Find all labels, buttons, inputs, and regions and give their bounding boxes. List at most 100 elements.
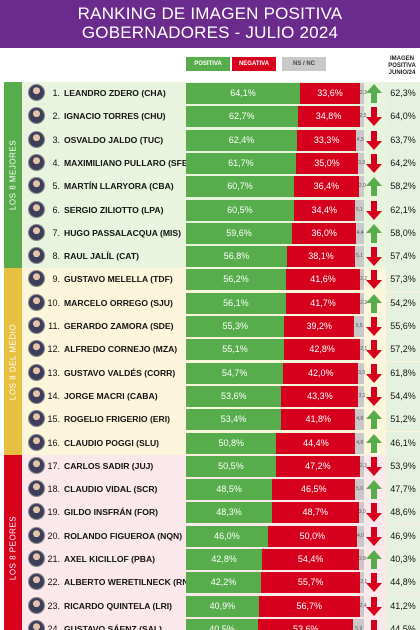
group-label: LOS 8 DEL MEDIO [4,268,22,455]
label-ns: 3,1 [358,392,366,399]
table-row: 16. CLAUDIO POGGI (SLU) 50,8% 44,4% 4,8 46,1% [0,431,420,455]
label-ns: 3,0 [358,509,366,516]
rank-number: 3. [52,134,60,145]
label-negative: 47,2% [305,460,331,471]
bar-negative [300,83,360,104]
bar-ns [354,246,364,268]
table-row: 15. ROGELIO FRIGERIO (ERI) 53,4% 41,8% 4,8 51… [0,408,420,432]
previous-value: 54,2% [386,291,420,315]
bar-negative [284,339,361,361]
bar-positive [186,385,282,407]
bar-ns [358,362,364,384]
bar-ns [359,83,364,104]
bar-negative [284,316,355,337]
arrow-down-icon [366,340,382,360]
bar-negative [281,385,359,407]
bar-ns [355,432,364,454]
table-row: 7. HUGO PASSALACQUA (MIS) 59,6% 36,0% 4,4 58,… [0,221,420,245]
governor-name: GUSTAVO VALDÉS (CORR) [64,367,176,378]
arrow-up-icon [366,223,382,243]
previous-value: 54,4% [386,384,420,408]
governor-name: HUGO PASSALACQUA (MIS) [64,227,181,238]
label-positive: 50,8% [218,437,244,448]
avatar [28,317,45,334]
avatar [28,503,45,521]
arrow-down-icon [366,130,382,150]
governor-name: ROLANDO FIGUEROA (NQN) [64,530,183,541]
label-ns: 2,3 [359,462,367,469]
bar-negative [261,572,361,594]
table-row: 2. IGNACIO TORRES (CHU) 62,7% 34,8% 2,5 64,0% [0,105,420,129]
governor-name: JORGE MACRI (CABA) [64,390,158,401]
avatar [28,619,45,630]
previous-value: 58,2% [386,175,420,199]
bar-ns [355,479,364,501]
label-negative: 50,0% [299,530,326,541]
avatar [28,410,45,428]
avatar [28,386,45,404]
bar-positive [186,618,259,630]
arrow-up-icon [366,177,382,197]
previous-value: 57,3% [386,268,420,292]
label-positive: 56,1% [223,297,249,308]
bar-ns [358,152,364,174]
arrow-down-icon [366,526,382,546]
bar-negative [267,525,357,547]
label-positive: 62,7% [229,111,255,122]
label-positive: 62,4% [228,134,255,145]
bar-negative [285,292,361,314]
rank-number: 14. [47,390,60,401]
previous-value: 44,8% [386,571,420,595]
group-label: LOS 8 PEORES [4,454,22,630]
governor-name: MARTÍN LLARYORA (CBA) [64,181,174,192]
governor-name: CARLOS SADIR (JUJ) [64,460,154,471]
label-ns: 2,8 [359,556,366,562]
arrow-down-icon [366,596,382,616]
bar-positive [186,222,293,244]
bar-positive [186,269,287,291]
rank-number: 21. [47,554,60,564]
avatar [28,363,45,381]
avatar [28,223,45,241]
previous-value: 55,6% [386,315,420,338]
bar-ns [353,618,364,630]
group-label: LOS 8 MEJORES [4,82,22,269]
governor-name: OSVALDO JALDO (TUC) [64,134,164,145]
previous-value: 61,8% [386,361,420,385]
label-ns: 4,4 [356,229,364,236]
bar-negative [292,222,357,244]
label-positive: 42,8% [211,554,237,564]
previous-header-line3: JUNIO/24 [388,70,416,76]
previous-value: 46,9% [386,524,420,548]
bar-negative [272,479,356,501]
bar-negative [287,246,355,268]
label-positive: 55,3% [222,321,248,331]
rank-number: 20. [47,530,60,541]
label-negative: 41,8% [305,414,331,425]
bar-positive [186,572,262,594]
label-negative: 56,7% [296,600,323,611]
label-ns: 2,1 [360,346,368,353]
arrow-down-icon [366,247,382,267]
avatar [28,340,45,358]
label-ns: 4,8 [356,439,364,446]
chart-title-line2: GOBERNADORES - JULIO 2024 [81,23,339,42]
table-row: 8. RAUL JALÍL (CAT) 56,8% 38,1% 5,1 57,4% [0,245,420,269]
previous-value: 63,7% [386,128,420,152]
arrow-up-icon [366,293,382,313]
label-negative: 42,8% [309,344,335,355]
governor-name: ROGELIO FRIGERIO (ERI) [64,414,170,425]
avatar [28,596,45,614]
rank-number: 13. [47,367,60,378]
avatar [28,130,45,148]
label-ns: 4,0 [356,532,364,539]
avatar [28,550,45,567]
governor-name: RAUL JALÍL (CAT) [64,251,139,262]
avatar [28,153,45,171]
label-ns: 2,1 [360,579,368,586]
governor-name: SERGIO ZILIOTTO (LPA) [64,204,164,215]
bar-ns [359,106,364,128]
label-ns: 5,5 [355,323,363,329]
arrow-up-icon [366,433,382,453]
bar-negative [258,618,354,630]
